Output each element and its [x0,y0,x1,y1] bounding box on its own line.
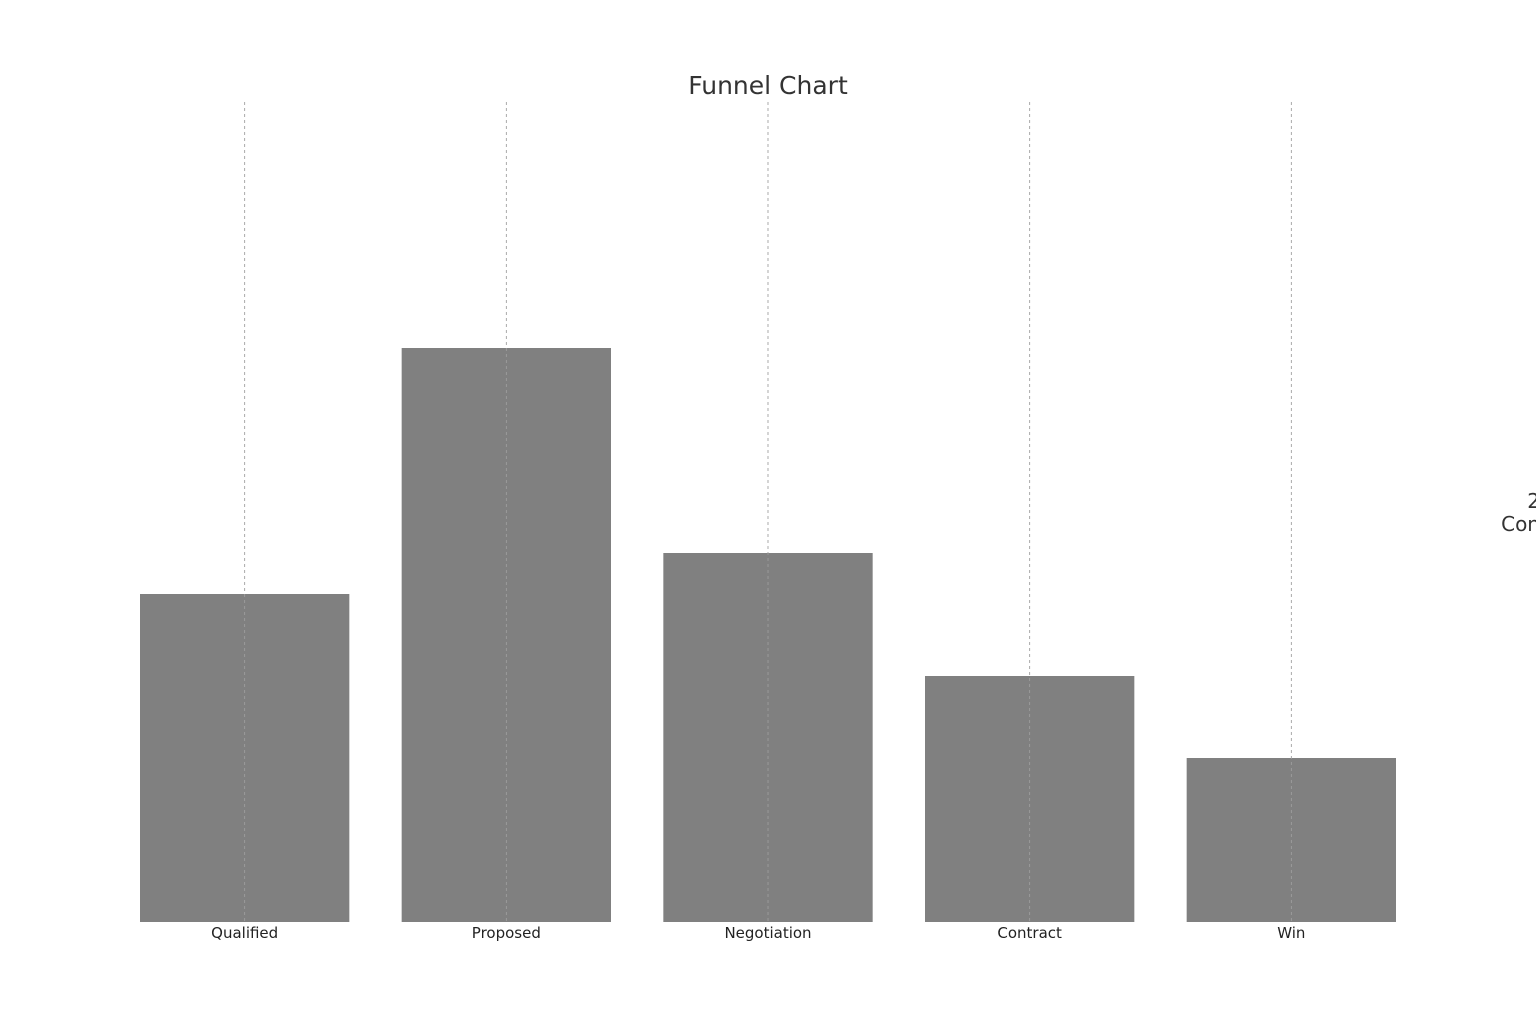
x-tick-label-proposed: Proposed [472,924,541,942]
x-tick-label-negotiation: Negotiation [724,924,811,942]
x-tick-label-win: Win [1277,924,1305,942]
x-tick-labels: Qualified Proposed Negotiation Contract Win [211,924,1305,942]
chart-title: Funnel Chart [688,71,848,100]
x-tick-label-contract: Contract [997,924,1062,942]
x-tick-label-qualified: Qualified [211,924,278,942]
bar-proposed [401,348,611,922]
side-label-line-1: 2 [1527,489,1536,513]
side-label-line-2: Con [1501,512,1536,536]
grid-lines-overlay [244,102,1292,922]
bars [140,348,1396,922]
